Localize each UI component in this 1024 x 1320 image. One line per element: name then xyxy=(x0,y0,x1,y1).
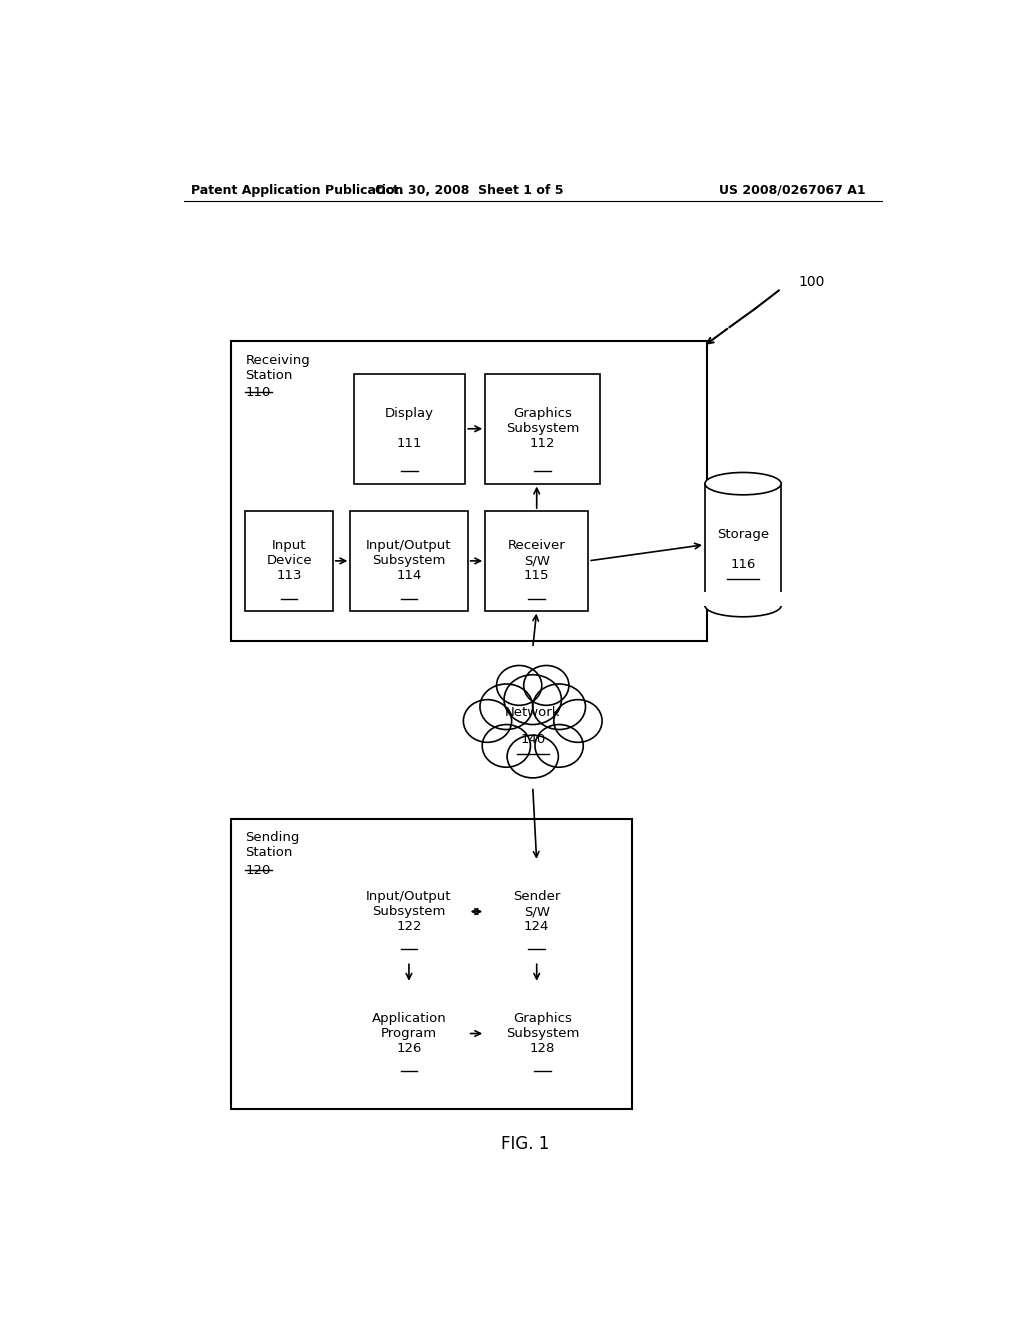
Bar xyxy=(703,593,782,606)
Text: Input/Output
Subsystem
122: Input/Output Subsystem 122 xyxy=(367,890,452,933)
Text: Receiver
S/W
115: Receiver S/W 115 xyxy=(508,540,565,582)
Text: Graphics
Subsystem
112: Graphics Subsystem 112 xyxy=(506,408,580,450)
FancyBboxPatch shape xyxy=(350,983,468,1084)
Ellipse shape xyxy=(535,725,584,767)
Text: Network: Network xyxy=(505,706,560,719)
Text: FIG. 1: FIG. 1 xyxy=(501,1135,549,1154)
Text: 116: 116 xyxy=(730,558,756,572)
Text: 140: 140 xyxy=(520,734,546,746)
Ellipse shape xyxy=(523,665,569,705)
Text: Sender
S/W
124: Sender S/W 124 xyxy=(513,890,560,933)
Text: 110: 110 xyxy=(246,385,270,399)
FancyBboxPatch shape xyxy=(231,818,632,1109)
FancyBboxPatch shape xyxy=(350,862,468,961)
Text: Oct. 30, 2008  Sheet 1 of 5: Oct. 30, 2008 Sheet 1 of 5 xyxy=(375,183,563,197)
Text: Sending
Station: Sending Station xyxy=(246,832,300,859)
FancyBboxPatch shape xyxy=(246,511,333,611)
FancyBboxPatch shape xyxy=(485,374,600,483)
Ellipse shape xyxy=(507,735,558,777)
FancyBboxPatch shape xyxy=(350,511,468,611)
Bar xyxy=(705,483,781,606)
FancyBboxPatch shape xyxy=(485,862,588,961)
Text: 120: 120 xyxy=(246,863,270,876)
Ellipse shape xyxy=(482,725,530,767)
FancyBboxPatch shape xyxy=(354,374,465,483)
Text: Input/Output
Subsystem
114: Input/Output Subsystem 114 xyxy=(367,540,452,582)
Ellipse shape xyxy=(532,684,586,730)
FancyBboxPatch shape xyxy=(485,983,600,1084)
Text: Receiving
Station: Receiving Station xyxy=(246,354,310,381)
FancyBboxPatch shape xyxy=(231,342,708,642)
Ellipse shape xyxy=(705,473,781,495)
Text: Input
Device
113: Input Device 113 xyxy=(266,540,312,582)
Text: Storage: Storage xyxy=(717,528,769,541)
Ellipse shape xyxy=(480,684,532,730)
Ellipse shape xyxy=(554,700,602,742)
FancyBboxPatch shape xyxy=(485,511,588,611)
Ellipse shape xyxy=(705,594,781,616)
Text: Display

111: Display 111 xyxy=(385,408,434,450)
Ellipse shape xyxy=(464,700,512,742)
Ellipse shape xyxy=(497,665,542,705)
Text: Graphics
Subsystem
128: Graphics Subsystem 128 xyxy=(506,1012,580,1055)
Text: Patent Application Publication: Patent Application Publication xyxy=(191,183,403,197)
Ellipse shape xyxy=(504,675,561,725)
Text: Application
Program
126: Application Program 126 xyxy=(372,1012,446,1055)
Text: US 2008/0267067 A1: US 2008/0267067 A1 xyxy=(720,183,866,197)
Text: 100: 100 xyxy=(799,276,825,289)
